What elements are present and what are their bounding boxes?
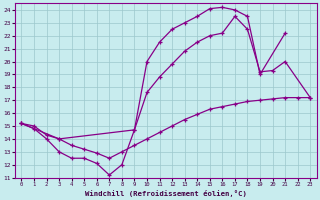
X-axis label: Windchill (Refroidissement éolien,°C): Windchill (Refroidissement éolien,°C)	[85, 190, 247, 197]
